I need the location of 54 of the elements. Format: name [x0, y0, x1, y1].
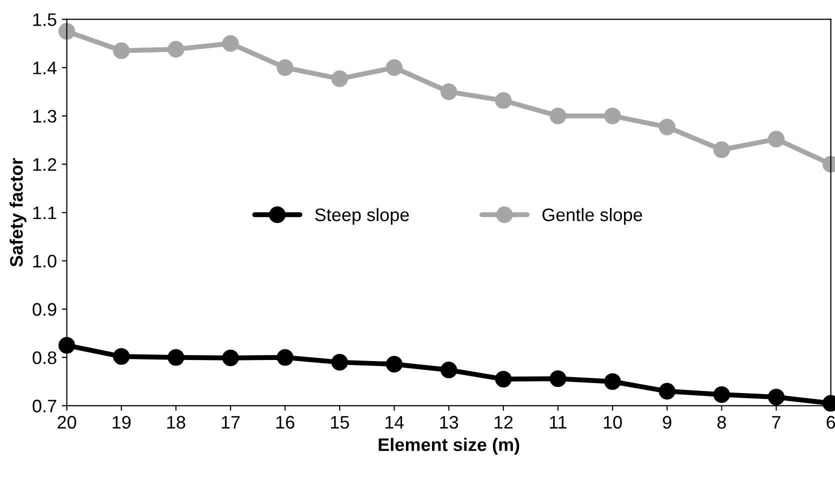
- x-tick-label: 10: [604, 416, 622, 429]
- legend-label: Steep slope: [315, 208, 409, 225]
- point: [713, 386, 730, 403]
- x-tick-label: 6: [826, 416, 835, 429]
- point: [495, 92, 512, 109]
- point: [386, 59, 403, 76]
- x-tick-label: 17: [222, 416, 240, 429]
- x-tick-label: 19: [112, 416, 131, 429]
- point: [658, 382, 676, 400]
- y-tick-label: 1.3: [33, 110, 56, 123]
- point: [440, 362, 458, 378]
- x-tick-label: 16: [276, 416, 294, 429]
- point: [550, 370, 566, 388]
- y-axis-title: Safety factor: [10, 158, 26, 267]
- point: [768, 130, 785, 148]
- point: [222, 350, 239, 366]
- point: [604, 373, 621, 390]
- x-tick-label: 14: [386, 416, 404, 429]
- x-tick-label: 9: [662, 416, 672, 429]
- x-tick-label: 11: [550, 416, 566, 429]
- point: [113, 348, 130, 365]
- y-tick-label: 0.8: [32, 351, 56, 364]
- point: [604, 108, 621, 124]
- point: [168, 349, 184, 366]
- point: [331, 70, 348, 88]
- point: [331, 354, 348, 371]
- legend-label: Gentle slope: [542, 208, 642, 225]
- point: [658, 118, 676, 136]
- point: [495, 370, 512, 388]
- x-axis-title: Element size (m): [378, 438, 520, 455]
- y-tick-label: 1.1: [33, 206, 56, 220]
- x-tick-label: 13: [440, 416, 458, 429]
- x-tick-label: 8: [717, 416, 726, 429]
- point: [386, 356, 403, 373]
- y-tick-label: 0.7: [32, 400, 56, 412]
- point: [768, 388, 785, 406]
- y-tick-label: 0.9: [32, 303, 56, 316]
- x-tick-label: 18: [167, 416, 186, 429]
- point: [113, 42, 130, 60]
- y-tick-label: 1.0: [33, 254, 56, 268]
- point: [713, 141, 730, 158]
- y-tick-label: 1.2: [33, 158, 56, 171]
- x-tick-label: 7: [772, 416, 780, 429]
- point: [168, 40, 184, 58]
- x-tick-label: 20: [58, 416, 76, 429]
- y-tick-label: 1.5: [33, 13, 56, 26]
- point: [276, 59, 294, 76]
- y-tick-label: 1.4: [33, 62, 57, 74]
- x-tick-label: 15: [331, 416, 349, 429]
- point: [222, 35, 239, 52]
- x-tick-label: 12: [494, 416, 513, 429]
- point: [276, 349, 294, 366]
- point: [550, 108, 566, 124]
- point: [440, 83, 458, 100]
